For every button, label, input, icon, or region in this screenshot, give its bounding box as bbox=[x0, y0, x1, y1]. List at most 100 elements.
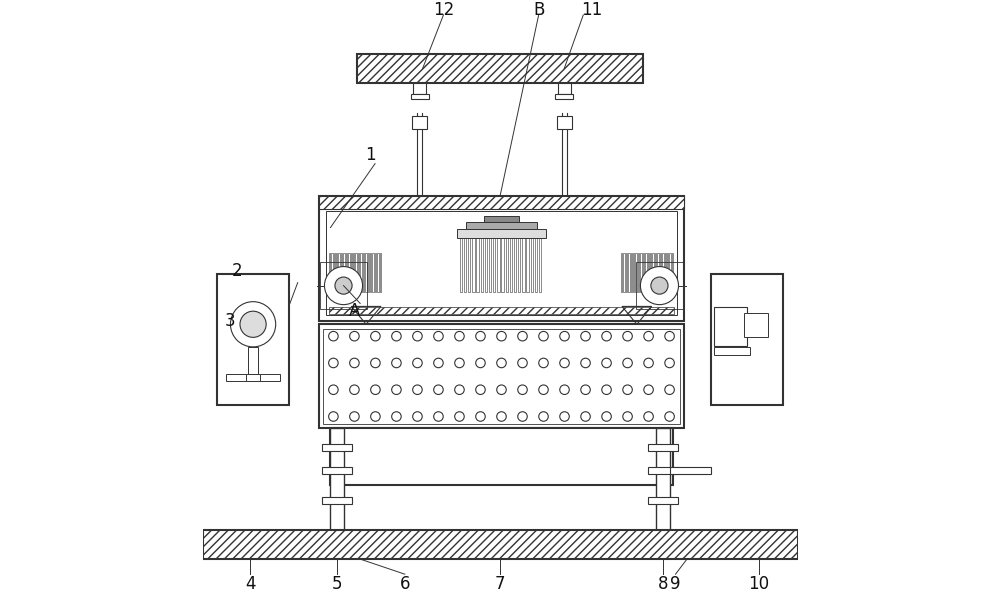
Text: 1: 1 bbox=[365, 146, 376, 164]
Circle shape bbox=[497, 385, 506, 394]
Circle shape bbox=[602, 412, 611, 421]
Circle shape bbox=[560, 331, 569, 341]
Text: 9: 9 bbox=[670, 575, 681, 593]
Bar bbox=[484, 216, 519, 222]
Text: 5: 5 bbox=[332, 575, 342, 593]
Bar bbox=[338, 253, 340, 292]
Circle shape bbox=[581, 331, 590, 341]
Bar bbox=[468, 238, 470, 292]
Circle shape bbox=[413, 412, 422, 421]
Bar bbox=[648, 497, 678, 505]
Circle shape bbox=[518, 358, 527, 368]
Bar bbox=[460, 238, 462, 292]
Bar bbox=[645, 253, 647, 292]
Bar bbox=[360, 253, 362, 292]
Circle shape bbox=[665, 385, 674, 394]
Bar bbox=[348, 253, 350, 292]
Circle shape bbox=[539, 358, 548, 368]
Circle shape bbox=[350, 385, 359, 394]
Circle shape bbox=[497, 331, 506, 341]
Bar bbox=[319, 196, 684, 209]
Bar bbox=[650, 253, 651, 292]
Circle shape bbox=[665, 412, 674, 421]
Bar bbox=[714, 307, 747, 346]
Bar bbox=[621, 253, 622, 292]
Bar bbox=[331, 253, 333, 292]
Bar bbox=[655, 253, 656, 292]
Circle shape bbox=[497, 412, 506, 421]
Circle shape bbox=[350, 358, 359, 368]
Circle shape bbox=[581, 412, 590, 421]
Circle shape bbox=[602, 331, 611, 341]
Bar bbox=[522, 238, 525, 292]
Bar bbox=[493, 238, 495, 292]
Bar bbox=[472, 238, 475, 292]
Bar bbox=[640, 253, 642, 292]
Circle shape bbox=[518, 385, 527, 394]
Circle shape bbox=[434, 412, 443, 421]
Bar bbox=[648, 443, 678, 450]
Circle shape bbox=[455, 331, 464, 341]
Bar bbox=[557, 116, 572, 129]
Circle shape bbox=[329, 412, 338, 421]
Circle shape bbox=[665, 331, 674, 341]
Circle shape bbox=[623, 358, 632, 368]
Bar bbox=[326, 211, 677, 315]
Circle shape bbox=[476, 385, 485, 394]
Text: 4: 4 bbox=[245, 575, 255, 593]
Bar bbox=[518, 238, 520, 292]
Bar bbox=[485, 238, 487, 292]
Circle shape bbox=[539, 385, 548, 394]
Bar bbox=[412, 116, 427, 129]
Bar bbox=[656, 428, 670, 530]
Bar bbox=[636, 262, 683, 309]
Bar bbox=[363, 253, 364, 292]
Bar bbox=[372, 253, 374, 292]
Text: 12: 12 bbox=[433, 1, 454, 19]
Circle shape bbox=[413, 331, 422, 341]
Circle shape bbox=[413, 358, 422, 368]
Bar bbox=[489, 238, 491, 292]
Circle shape bbox=[350, 331, 359, 341]
Bar bbox=[323, 329, 680, 424]
Bar bbox=[665, 253, 666, 292]
Bar bbox=[626, 253, 627, 292]
Circle shape bbox=[324, 267, 363, 305]
Circle shape bbox=[371, 412, 380, 421]
Circle shape bbox=[392, 331, 401, 341]
Circle shape bbox=[392, 385, 401, 394]
Circle shape bbox=[518, 331, 527, 341]
Bar bbox=[638, 253, 639, 292]
Circle shape bbox=[497, 358, 506, 368]
Bar bbox=[226, 374, 280, 381]
Bar bbox=[329, 307, 674, 314]
Bar bbox=[648, 253, 649, 292]
Bar bbox=[657, 253, 659, 292]
Bar bbox=[329, 253, 330, 292]
Circle shape bbox=[476, 412, 485, 421]
Bar bbox=[669, 253, 671, 292]
Circle shape bbox=[455, 358, 464, 368]
Bar bbox=[558, 83, 571, 94]
Bar bbox=[365, 253, 367, 292]
Bar bbox=[667, 253, 668, 292]
Bar bbox=[623, 253, 625, 292]
Bar bbox=[341, 253, 342, 292]
Bar bbox=[539, 238, 541, 292]
Bar bbox=[353, 253, 354, 292]
Bar bbox=[711, 274, 783, 405]
Bar bbox=[670, 466, 711, 474]
Circle shape bbox=[602, 358, 611, 368]
Bar bbox=[375, 253, 376, 292]
Circle shape bbox=[392, 412, 401, 421]
Bar bbox=[330, 428, 344, 530]
Circle shape bbox=[476, 358, 485, 368]
Bar bbox=[555, 94, 573, 99]
Circle shape bbox=[560, 412, 569, 421]
Circle shape bbox=[644, 331, 653, 341]
Bar bbox=[744, 313, 768, 337]
Bar bbox=[343, 253, 345, 292]
Circle shape bbox=[560, 385, 569, 394]
Bar bbox=[457, 229, 546, 238]
Bar bbox=[355, 253, 357, 292]
